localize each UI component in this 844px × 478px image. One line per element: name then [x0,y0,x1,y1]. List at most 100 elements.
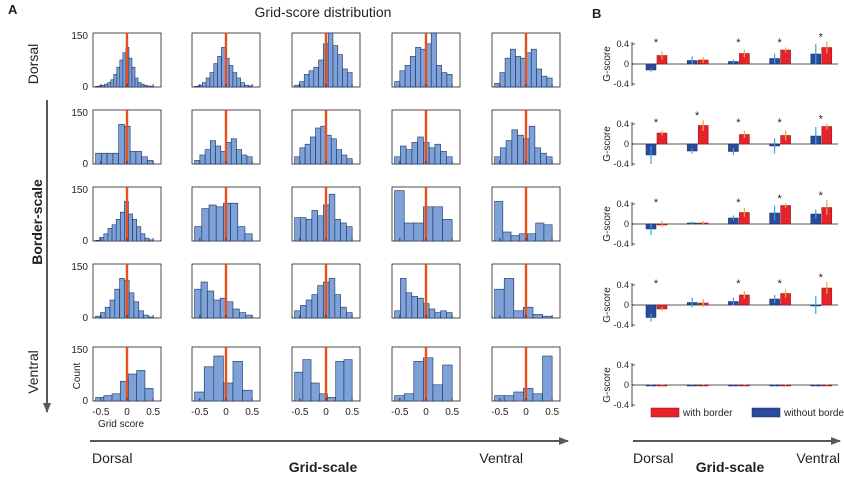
histogram-bar [128,373,138,402]
histogram-bar [546,77,553,88]
histogram-bar [434,143,441,165]
histogram-bar [198,84,203,88]
histogram-r2-c4 [391,109,461,165]
histogram-bar [337,54,343,88]
histogram-r3-c4 [391,186,461,242]
legend-without-border-label: without border [783,408,844,419]
histogram-bar [215,145,222,165]
histogram-bar [532,314,543,319]
histogram-bar [129,151,137,165]
histogram-bar [428,147,436,165]
y-tick-label: -0.4 [613,239,629,249]
histogram-bar [436,65,442,88]
legend-with-border-swatch [650,407,680,418]
histogram-bar [440,151,447,165]
histogram-bar [209,72,215,88]
histogram-bar [294,217,301,242]
histogram-bar [441,72,448,88]
histogram-bar [194,391,205,402]
histogram-bar [230,202,239,242]
histogram-bar [305,299,313,319]
histogram-bar [140,83,145,88]
histogram-bar [504,57,511,88]
histogram-r2-c3 [291,109,361,165]
histogram-bar [95,85,99,88]
gscore-chart-row-3: 0.4 0 -0.4G-score * * * * [602,190,838,249]
histogram-bar [417,136,424,165]
histogram-bar [510,235,520,242]
histogram-bar [201,82,207,88]
histogram-bar [442,364,453,402]
legend-with-border-label: with border [682,408,733,419]
histogram-bar [328,278,336,319]
histogram-bar [128,213,133,242]
x-tick-label: -0.5 [391,407,409,418]
x-tick-label: 0 [523,407,529,418]
histogram-bar [332,45,339,88]
gscore-axis-label: G-score [602,126,613,162]
significance-star: * [654,278,659,290]
histogram-bar [230,138,237,165]
histogram-bar [114,288,120,319]
histogram-bar [404,65,411,88]
histogram-bar [109,299,116,319]
x-tick-label: -0.5 [291,407,309,418]
histogram-bar [215,206,224,242]
histogram-bar [411,142,418,165]
significance-star: * [819,114,824,126]
histogram-bar [144,237,150,242]
histogram-r5-c5: -0.5 0 0.5 [491,346,561,418]
histogram-bar [128,57,133,88]
histogram-bar [213,355,224,402]
histogram-bar [128,292,135,319]
gscore-axis-label: G-score [602,287,613,323]
histogram-bar [194,85,199,88]
y-tick-label: 0 [624,59,629,69]
histogram-bar [513,310,524,319]
histogram-bar [532,393,543,402]
histogram-bar [217,56,222,88]
histogram-bar [133,301,140,319]
histogram-bar [300,217,307,242]
histogram-bar [403,222,415,242]
histogram-bar [528,125,536,165]
significance-star: * [736,197,741,209]
histogram-bar [213,63,218,88]
histogram-bar [294,156,301,165]
y-tick-label: -0.4 [613,400,629,410]
histogram-bar [340,222,347,242]
grid-scale-dorsal-label: Dorsal [92,450,132,466]
histogram-bar [299,147,306,165]
histogram-bar [106,152,114,165]
histogram-bar [99,237,105,242]
histogram-bar [500,147,507,165]
histogram-bar [207,290,215,319]
histogram-bar [140,233,146,242]
y-tick-label: 0 [82,396,88,407]
y-tick-label: 0.4 [616,360,629,370]
histogram-r4-c5 [491,263,561,319]
histogram-r1-c2 [191,32,261,88]
x-tick-label: 0.5 [146,407,160,418]
histogram-bar [428,308,436,319]
histogram-bar [334,219,341,242]
y-tick-label: 0 [82,236,88,247]
histogram-bar [146,85,151,88]
histogram-bar [400,278,407,319]
significance-star: * [654,117,659,129]
x-tick-label: 0 [423,407,429,418]
significance-star: * [777,117,782,129]
x-tick-label: -0.5 [191,407,209,418]
histogram-bar [536,68,542,88]
y-tick-label: -0.4 [613,159,629,169]
histogram-bar [510,48,516,88]
y-tick-label: 150 [71,345,88,356]
y-tick-label: 0 [82,159,88,170]
histogram-r3-c5 [491,186,561,242]
histogram-bar [239,312,247,319]
histogram-bar [432,206,443,242]
histogram-bar [95,397,105,402]
y-tick-label: 0 [82,313,88,324]
gscore-chart-row-5: 0.4 0 -0.4G-score [602,360,838,410]
